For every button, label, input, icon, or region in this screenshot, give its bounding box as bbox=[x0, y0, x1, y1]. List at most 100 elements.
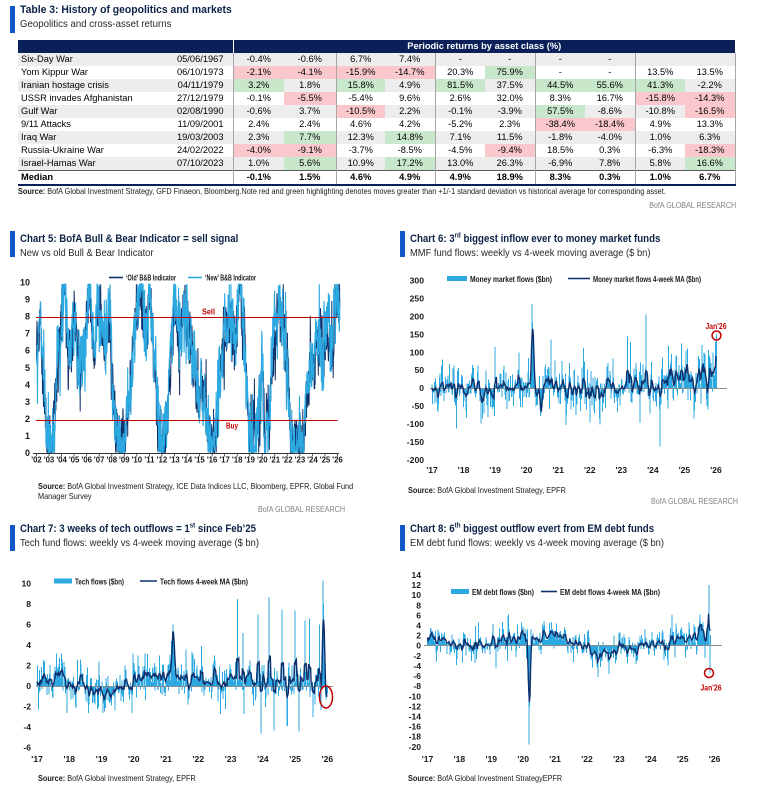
svg-text:'26: '26 bbox=[332, 456, 343, 465]
svg-text:'17: '17 bbox=[219, 456, 230, 465]
svg-text:'10: '10 bbox=[132, 456, 143, 465]
svg-text:4: 4 bbox=[25, 380, 30, 390]
svg-text:300: 300 bbox=[410, 276, 425, 286]
svg-text:-2: -2 bbox=[23, 702, 31, 712]
svg-text:'23: '23 bbox=[615, 465, 627, 475]
svg-text:-18: -18 bbox=[409, 732, 422, 742]
svg-text:'24: '24 bbox=[645, 754, 657, 764]
svg-text:12: 12 bbox=[411, 580, 421, 590]
svg-text:EM debt flows ($bn): EM debt flows ($bn) bbox=[472, 588, 534, 597]
svg-text:-6: -6 bbox=[413, 671, 421, 681]
svg-text:'23: '23 bbox=[225, 754, 237, 764]
svg-text:50: 50 bbox=[414, 365, 424, 375]
svg-text:100: 100 bbox=[410, 347, 425, 357]
svg-text:Tech flows 4-week MA ($bn): Tech flows 4-week MA ($bn) bbox=[160, 578, 248, 587]
svg-text:'20: '20 bbox=[517, 754, 529, 764]
svg-text:5: 5 bbox=[25, 363, 30, 373]
svg-text:'22: '22 bbox=[192, 754, 204, 764]
svg-text:EM debt flows 4-week MA ($bn): EM debt flows 4-week MA ($bn) bbox=[560, 588, 660, 597]
svg-text:'25: '25 bbox=[679, 465, 691, 475]
svg-text:'19: '19 bbox=[96, 754, 108, 764]
svg-text:-8: -8 bbox=[413, 681, 421, 691]
svg-text:'19: '19 bbox=[489, 465, 501, 475]
svg-text:4: 4 bbox=[26, 640, 31, 650]
svg-text:'24: '24 bbox=[307, 456, 318, 465]
svg-text:1: 1 bbox=[25, 431, 30, 441]
svg-text:-200: -200 bbox=[407, 455, 424, 465]
svg-text:Buy: Buy bbox=[226, 421, 238, 431]
svg-text:8: 8 bbox=[26, 599, 31, 609]
svg-text:10: 10 bbox=[21, 579, 31, 589]
svg-text:'20: '20 bbox=[521, 465, 533, 475]
svg-text:6: 6 bbox=[26, 620, 31, 630]
svg-text:'26: '26 bbox=[322, 754, 334, 764]
svg-text:'09: '09 bbox=[119, 456, 130, 465]
svg-text:'25: '25 bbox=[677, 754, 689, 764]
svg-text:'04: '04 bbox=[56, 456, 67, 465]
svg-text:'22: '22 bbox=[282, 456, 293, 465]
svg-text:'03: '03 bbox=[44, 456, 55, 465]
svg-text:200: 200 bbox=[410, 311, 425, 321]
svg-text:'18: '18 bbox=[63, 754, 75, 764]
svg-text:-16: -16 bbox=[409, 722, 422, 732]
svg-text:-4: -4 bbox=[23, 722, 31, 732]
svg-text:'12: '12 bbox=[157, 456, 168, 465]
svg-text:'08: '08 bbox=[107, 456, 118, 465]
svg-text:'18: '18 bbox=[458, 465, 470, 475]
svg-text:'22: '22 bbox=[581, 754, 593, 764]
svg-text:‘Old’ B&B Indicator: ‘Old’ B&B Indicator bbox=[126, 274, 176, 283]
svg-text:0: 0 bbox=[26, 681, 31, 691]
svg-text:-20: -20 bbox=[409, 742, 422, 752]
svg-text:'20: '20 bbox=[128, 754, 140, 764]
svg-text:Money market flows ($bn): Money market flows ($bn) bbox=[470, 275, 552, 284]
svg-text:'21: '21 bbox=[270, 456, 281, 465]
svg-text:6: 6 bbox=[416, 610, 421, 620]
svg-text:'25: '25 bbox=[289, 754, 301, 764]
svg-text:'19: '19 bbox=[485, 754, 497, 764]
svg-text:'19: '19 bbox=[244, 456, 255, 465]
svg-text:'18: '18 bbox=[232, 456, 243, 465]
svg-text:4: 4 bbox=[416, 621, 421, 631]
svg-text:'22: '22 bbox=[584, 465, 596, 475]
svg-text:'05: '05 bbox=[69, 456, 80, 465]
svg-text:'21: '21 bbox=[549, 754, 561, 764]
svg-text:'25: '25 bbox=[320, 456, 331, 465]
svg-text:8: 8 bbox=[416, 600, 421, 610]
svg-text:Money market flows 4-week MA (: Money market flows 4-week MA ($bn) bbox=[593, 275, 701, 284]
svg-text:Jan'26: Jan'26 bbox=[706, 321, 727, 331]
svg-text:-14: -14 bbox=[409, 712, 422, 722]
svg-text:-10: -10 bbox=[409, 691, 422, 701]
svg-text:7: 7 bbox=[25, 329, 30, 339]
svg-text:'24: '24 bbox=[647, 465, 659, 475]
svg-text:'20: '20 bbox=[257, 456, 268, 465]
svg-text:'07: '07 bbox=[94, 456, 105, 465]
svg-text:'26: '26 bbox=[710, 465, 722, 475]
svg-text:-6: -6 bbox=[23, 743, 31, 753]
svg-text:Jan'26: Jan'26 bbox=[701, 683, 722, 693]
svg-text:0: 0 bbox=[419, 383, 424, 393]
svg-text:10: 10 bbox=[411, 590, 421, 600]
svg-text:'11: '11 bbox=[144, 456, 155, 465]
svg-text:'02: '02 bbox=[31, 456, 42, 465]
svg-text:2: 2 bbox=[26, 661, 31, 671]
svg-text:'23: '23 bbox=[295, 456, 306, 465]
svg-text:2: 2 bbox=[25, 414, 30, 424]
svg-text:10: 10 bbox=[20, 278, 30, 288]
svg-text:-12: -12 bbox=[409, 701, 422, 711]
svg-text:14: 14 bbox=[411, 570, 421, 580]
svg-text:3: 3 bbox=[25, 397, 30, 407]
svg-text:‘New’ B&B Indicator: ‘New’ B&B Indicator bbox=[205, 274, 256, 283]
svg-text:'17: '17 bbox=[422, 754, 434, 764]
svg-text:6: 6 bbox=[25, 346, 30, 356]
svg-text:'21: '21 bbox=[160, 754, 172, 764]
svg-text:'21: '21 bbox=[552, 465, 564, 475]
svg-text:2: 2 bbox=[416, 631, 421, 641]
svg-text:-50: -50 bbox=[412, 401, 425, 411]
svg-text:0: 0 bbox=[25, 448, 30, 458]
svg-text:'18: '18 bbox=[454, 754, 466, 764]
svg-text:-2: -2 bbox=[413, 651, 421, 661]
svg-text:-100: -100 bbox=[407, 419, 424, 429]
svg-text:'14: '14 bbox=[182, 456, 193, 465]
svg-text:'15: '15 bbox=[194, 456, 205, 465]
svg-text:'17: '17 bbox=[31, 754, 43, 764]
